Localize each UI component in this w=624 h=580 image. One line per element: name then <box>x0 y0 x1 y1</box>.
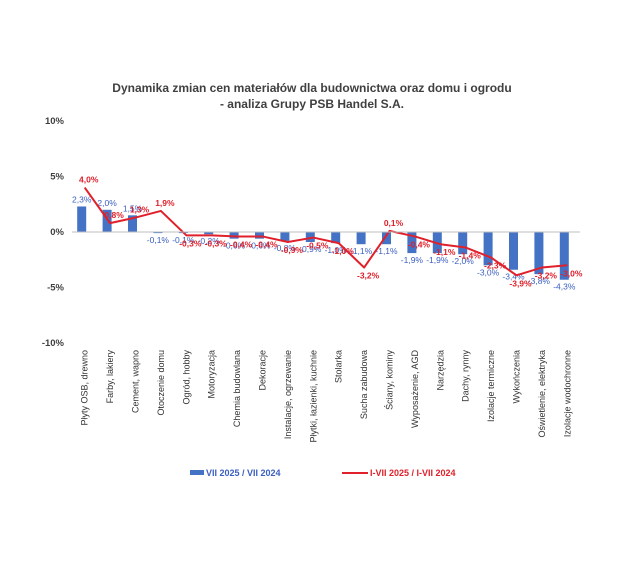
x-tick-label: Płyty OSB, drewno <box>80 350 90 426</box>
bar-data-label: -0,9% <box>299 244 322 254</box>
y-tick-label: 5% <box>50 172 64 183</box>
x-tick-label: Otoczenie domu <box>156 350 166 416</box>
bar-data-label: 2,0% <box>97 198 117 208</box>
line-data-label: -3,2% <box>535 271 558 281</box>
bar <box>407 232 417 254</box>
legend-swatch-bars <box>190 470 204 475</box>
bar <box>204 232 214 235</box>
chart-title: Dynamika zmian cen materiałów dla budown… <box>112 81 511 95</box>
y-tick-label: -5% <box>47 283 64 294</box>
line-data-label: -0,5% <box>306 241 329 251</box>
x-tick-label: Ściany, kominy <box>384 350 395 410</box>
bar-data-label: -0,2% <box>198 236 221 246</box>
bar-data-label: 1,5% <box>123 203 143 213</box>
bar <box>356 232 366 245</box>
x-tick-label: Motoryzacja <box>207 350 217 399</box>
bar-data-label: -3,8% <box>528 276 551 286</box>
line-data-label: -0,3% <box>179 238 202 248</box>
x-tick-label: Instalacje, ogrzewanie <box>283 350 293 439</box>
x-tick-label: Oświetlenie, elektryka <box>537 350 547 438</box>
line-data-label: -3,9% <box>509 278 532 288</box>
x-tick-label: Dachy, rynny <box>461 350 471 402</box>
x-tick-label: Farby, lakiery <box>105 350 115 404</box>
bar-data-label: -1,1% <box>375 246 398 256</box>
bar-data-label: -3,0% <box>477 267 500 277</box>
x-tick-label: Wyposażenie, AGD <box>410 350 420 428</box>
bar <box>559 232 569 280</box>
bar-data-label: -0,1% <box>147 235 170 245</box>
bar-series: 2,3% 2,0%1,5%-0,1% -0,1% -0,2% -0,6% -0,6% -0,… <box>72 194 576 291</box>
line-data-label: -0,9% <box>281 245 304 255</box>
bar-data-label: -0,8% <box>274 243 297 253</box>
y-axis: 10% 5% 0% -5% -10% <box>42 116 65 349</box>
bar <box>382 232 391 245</box>
bar <box>483 232 493 266</box>
bar <box>305 232 315 242</box>
bar <box>534 232 544 275</box>
line-data-label: -3,0% <box>560 268 583 278</box>
y-tick-label: 0% <box>50 227 64 238</box>
bar <box>509 232 518 270</box>
bar-data-label: -1,0% <box>325 245 348 255</box>
bar-data-label: -0,6% <box>223 241 246 251</box>
bar-data-label: -1,9% <box>401 255 424 265</box>
bar <box>280 232 290 241</box>
x-tick-label: Stolarka <box>334 350 344 383</box>
line-data-label: 0,8% <box>104 210 124 220</box>
x-tick-label: Dekoracje <box>258 350 268 391</box>
line-data-label: -1,0% <box>332 246 355 256</box>
bar-data-label: -3,4% <box>502 272 525 282</box>
bar-data-label: -0,6% <box>248 241 271 251</box>
x-tick-label: Ogród, hobby <box>181 350 191 405</box>
bar <box>102 209 112 232</box>
line-data-label: -1,4% <box>459 251 482 261</box>
bar-data-label: -2,0% <box>452 256 475 266</box>
line-data-label: -0,4% <box>255 239 278 249</box>
line-data-label: 0,1% <box>384 218 404 228</box>
line-data-label: 4,0% <box>79 175 99 185</box>
bar-data-label: -0,1% <box>172 235 195 245</box>
bar-data-label: -4,3% <box>553 282 576 292</box>
x-tick-label: Chemia budowlana <box>232 350 242 427</box>
x-tick-label: Wykończenia <box>512 350 522 403</box>
legend-label-line: I-VII 2025 / I-VII 2024 <box>370 468 456 478</box>
line-series: 4,0%0,8%1,3%1,9%-0,3% -0,3% -0,4% -0,4%-0,9… <box>79 175 583 289</box>
line-data-label: -2,3% <box>484 261 507 271</box>
x-tick-label: Narzędzia <box>435 350 445 391</box>
y-tick-label: -10% <box>42 338 65 349</box>
line-data-label: -0,4% <box>408 239 431 249</box>
line-data-label: -1,1% <box>433 247 456 257</box>
line-data-label: -0,4% <box>230 239 253 249</box>
bar <box>331 232 341 244</box>
line-data-label: -3,2% <box>357 271 380 281</box>
chart-subtitle: - analiza Grupy PSB Handel S.A. <box>220 97 404 111</box>
bar-data-label: -1,9% <box>426 255 449 265</box>
bar-data-label: -1,1% <box>350 246 373 256</box>
x-tick-label: Izolacje wodochronne <box>562 350 572 437</box>
bar <box>255 232 264 239</box>
x-tick-label: Cement, wapno <box>131 350 141 413</box>
y-tick-label: 10% <box>45 116 65 127</box>
bar <box>128 215 137 232</box>
legend-label-bars: VII 2025 / VII 2024 <box>206 468 281 478</box>
line-data-label: 1,3% <box>130 205 150 215</box>
bar <box>458 232 468 255</box>
bar <box>77 206 87 232</box>
bar <box>153 232 163 234</box>
x-tick-label: Płytki, łazienki, kuchnie <box>308 350 318 443</box>
series-line <box>83 187 568 277</box>
x-tick-label: Sucha zabudowa <box>359 350 369 419</box>
bar-data-label: 2,3% <box>72 194 92 204</box>
line-data-label: -0,3% <box>205 238 228 248</box>
x-axis: Płyty OSB, drewno Farby, lakiery Cement, w… <box>72 231 580 443</box>
line-data-label: 1,9% <box>155 198 175 208</box>
x-tick-label: Izolacje termiczne <box>486 350 496 422</box>
legend: VII 2025 / VII 2024 I-VII 2025 / I-VII 2… <box>190 468 456 478</box>
